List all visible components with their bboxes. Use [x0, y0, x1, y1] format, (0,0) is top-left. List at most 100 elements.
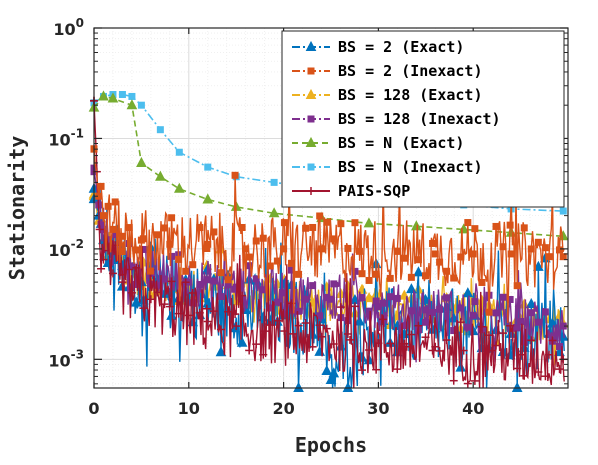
data-marker: [287, 259, 295, 267]
data-point: [507, 250, 515, 258]
data-point: [202, 193, 214, 204]
data-point: [260, 327, 269, 336]
data-marker: [386, 293, 394, 301]
tick-labels: 0 10 20 30 40 10-3 10-2 10-1 100: [48, 16, 484, 418]
data-point: [559, 207, 567, 215]
data-marker: [215, 346, 227, 357]
data-marker: [125, 224, 133, 232]
data-marker: [97, 220, 105, 228]
legend-swatch-marker: [307, 67, 315, 75]
data-marker: [257, 311, 269, 322]
series-line: [93, 168, 565, 363]
data-marker: [407, 330, 416, 339]
data-point: [422, 306, 430, 314]
data-marker: [217, 293, 225, 301]
legend-swatch-marker: [307, 115, 315, 123]
data-marker: [245, 253, 253, 261]
data-marker: [330, 280, 338, 288]
data-marker: [231, 171, 239, 179]
data-marker: [337, 220, 345, 228]
series-bs-2-inexact-: [90, 145, 567, 324]
data-marker: [504, 349, 516, 360]
data-marker: [393, 365, 402, 374]
data-point: [118, 232, 126, 240]
data-marker: [273, 298, 281, 306]
data-marker: [407, 307, 415, 315]
data-point: [108, 269, 117, 278]
data-marker: [153, 231, 161, 239]
data-marker: [547, 317, 558, 328]
legend-swatch-marker: [305, 136, 317, 147]
data-point: [155, 170, 166, 181]
data-marker: [125, 265, 134, 274]
data-marker: [448, 312, 460, 323]
data-marker: [457, 304, 465, 312]
data-marker: [161, 275, 169, 283]
data-marker: [513, 324, 521, 332]
data-point: [289, 329, 298, 338]
data-marker: [252, 275, 260, 283]
data-marker: [315, 321, 324, 330]
x-axis-label: Epochs: [295, 433, 367, 457]
data-marker: [302, 295, 310, 303]
data-point: [156, 126, 164, 134]
legend: BS = 2 (Exact) BS = 2 (Inexact) BS = 128 (…: [281, 30, 565, 208]
data-marker: [118, 270, 127, 279]
data-marker: [464, 323, 472, 331]
data-marker: [336, 303, 345, 312]
series-pais-sqp: [90, 96, 568, 389]
data-marker: [216, 325, 225, 334]
data-marker: [414, 321, 423, 330]
data-marker: [196, 281, 204, 289]
data-marker: [329, 339, 338, 348]
data-marker: [351, 219, 359, 227]
data-marker: [443, 294, 451, 302]
data-marker: [428, 346, 437, 355]
data-marker: [231, 310, 240, 319]
data-point: [146, 295, 155, 304]
data-marker: [506, 221, 514, 229]
data-marker: [189, 261, 197, 269]
data-marker: [421, 333, 430, 342]
data-marker: [436, 258, 444, 266]
data-marker: [175, 255, 183, 263]
data-marker: [499, 293, 507, 301]
data-marker: [146, 267, 154, 275]
data-marker: [470, 376, 479, 385]
data-marker: [309, 223, 317, 231]
data-point: [98, 90, 109, 101]
data-point: [363, 217, 375, 228]
data-marker: [464, 219, 472, 227]
data-marker: [181, 278, 190, 287]
data-marker: [400, 254, 408, 262]
data-point: [557, 230, 569, 241]
data-marker: [266, 321, 275, 330]
data-point: [516, 350, 525, 359]
data-marker: [111, 198, 119, 206]
data-marker: [309, 282, 317, 290]
data-marker: [511, 381, 523, 392]
data-marker: [166, 309, 177, 320]
data-marker: [342, 381, 354, 392]
data-marker: [132, 246, 140, 254]
data-marker: [436, 305, 444, 313]
data-point: [99, 255, 108, 264]
data-marker: [323, 293, 331, 301]
data-marker: [182, 267, 190, 275]
plot-frame: [93, 27, 569, 389]
y-tick-label: 100: [53, 16, 84, 39]
data-marker: [485, 308, 493, 316]
data-marker: [167, 277, 176, 286]
data-marker: [386, 274, 394, 282]
data-point: [545, 253, 553, 261]
data-marker: [132, 263, 141, 272]
legend-swatch-marker: [307, 163, 315, 171]
x-tick-label: 20: [272, 399, 294, 418]
legend-label: BS = 128 (Exact): [338, 86, 483, 104]
data-point: [280, 289, 288, 297]
legend-label: BS = 128 (Inexact): [338, 110, 501, 128]
data-marker: [520, 371, 529, 380]
data-marker: [548, 336, 557, 345]
data-point: [126, 99, 138, 110]
